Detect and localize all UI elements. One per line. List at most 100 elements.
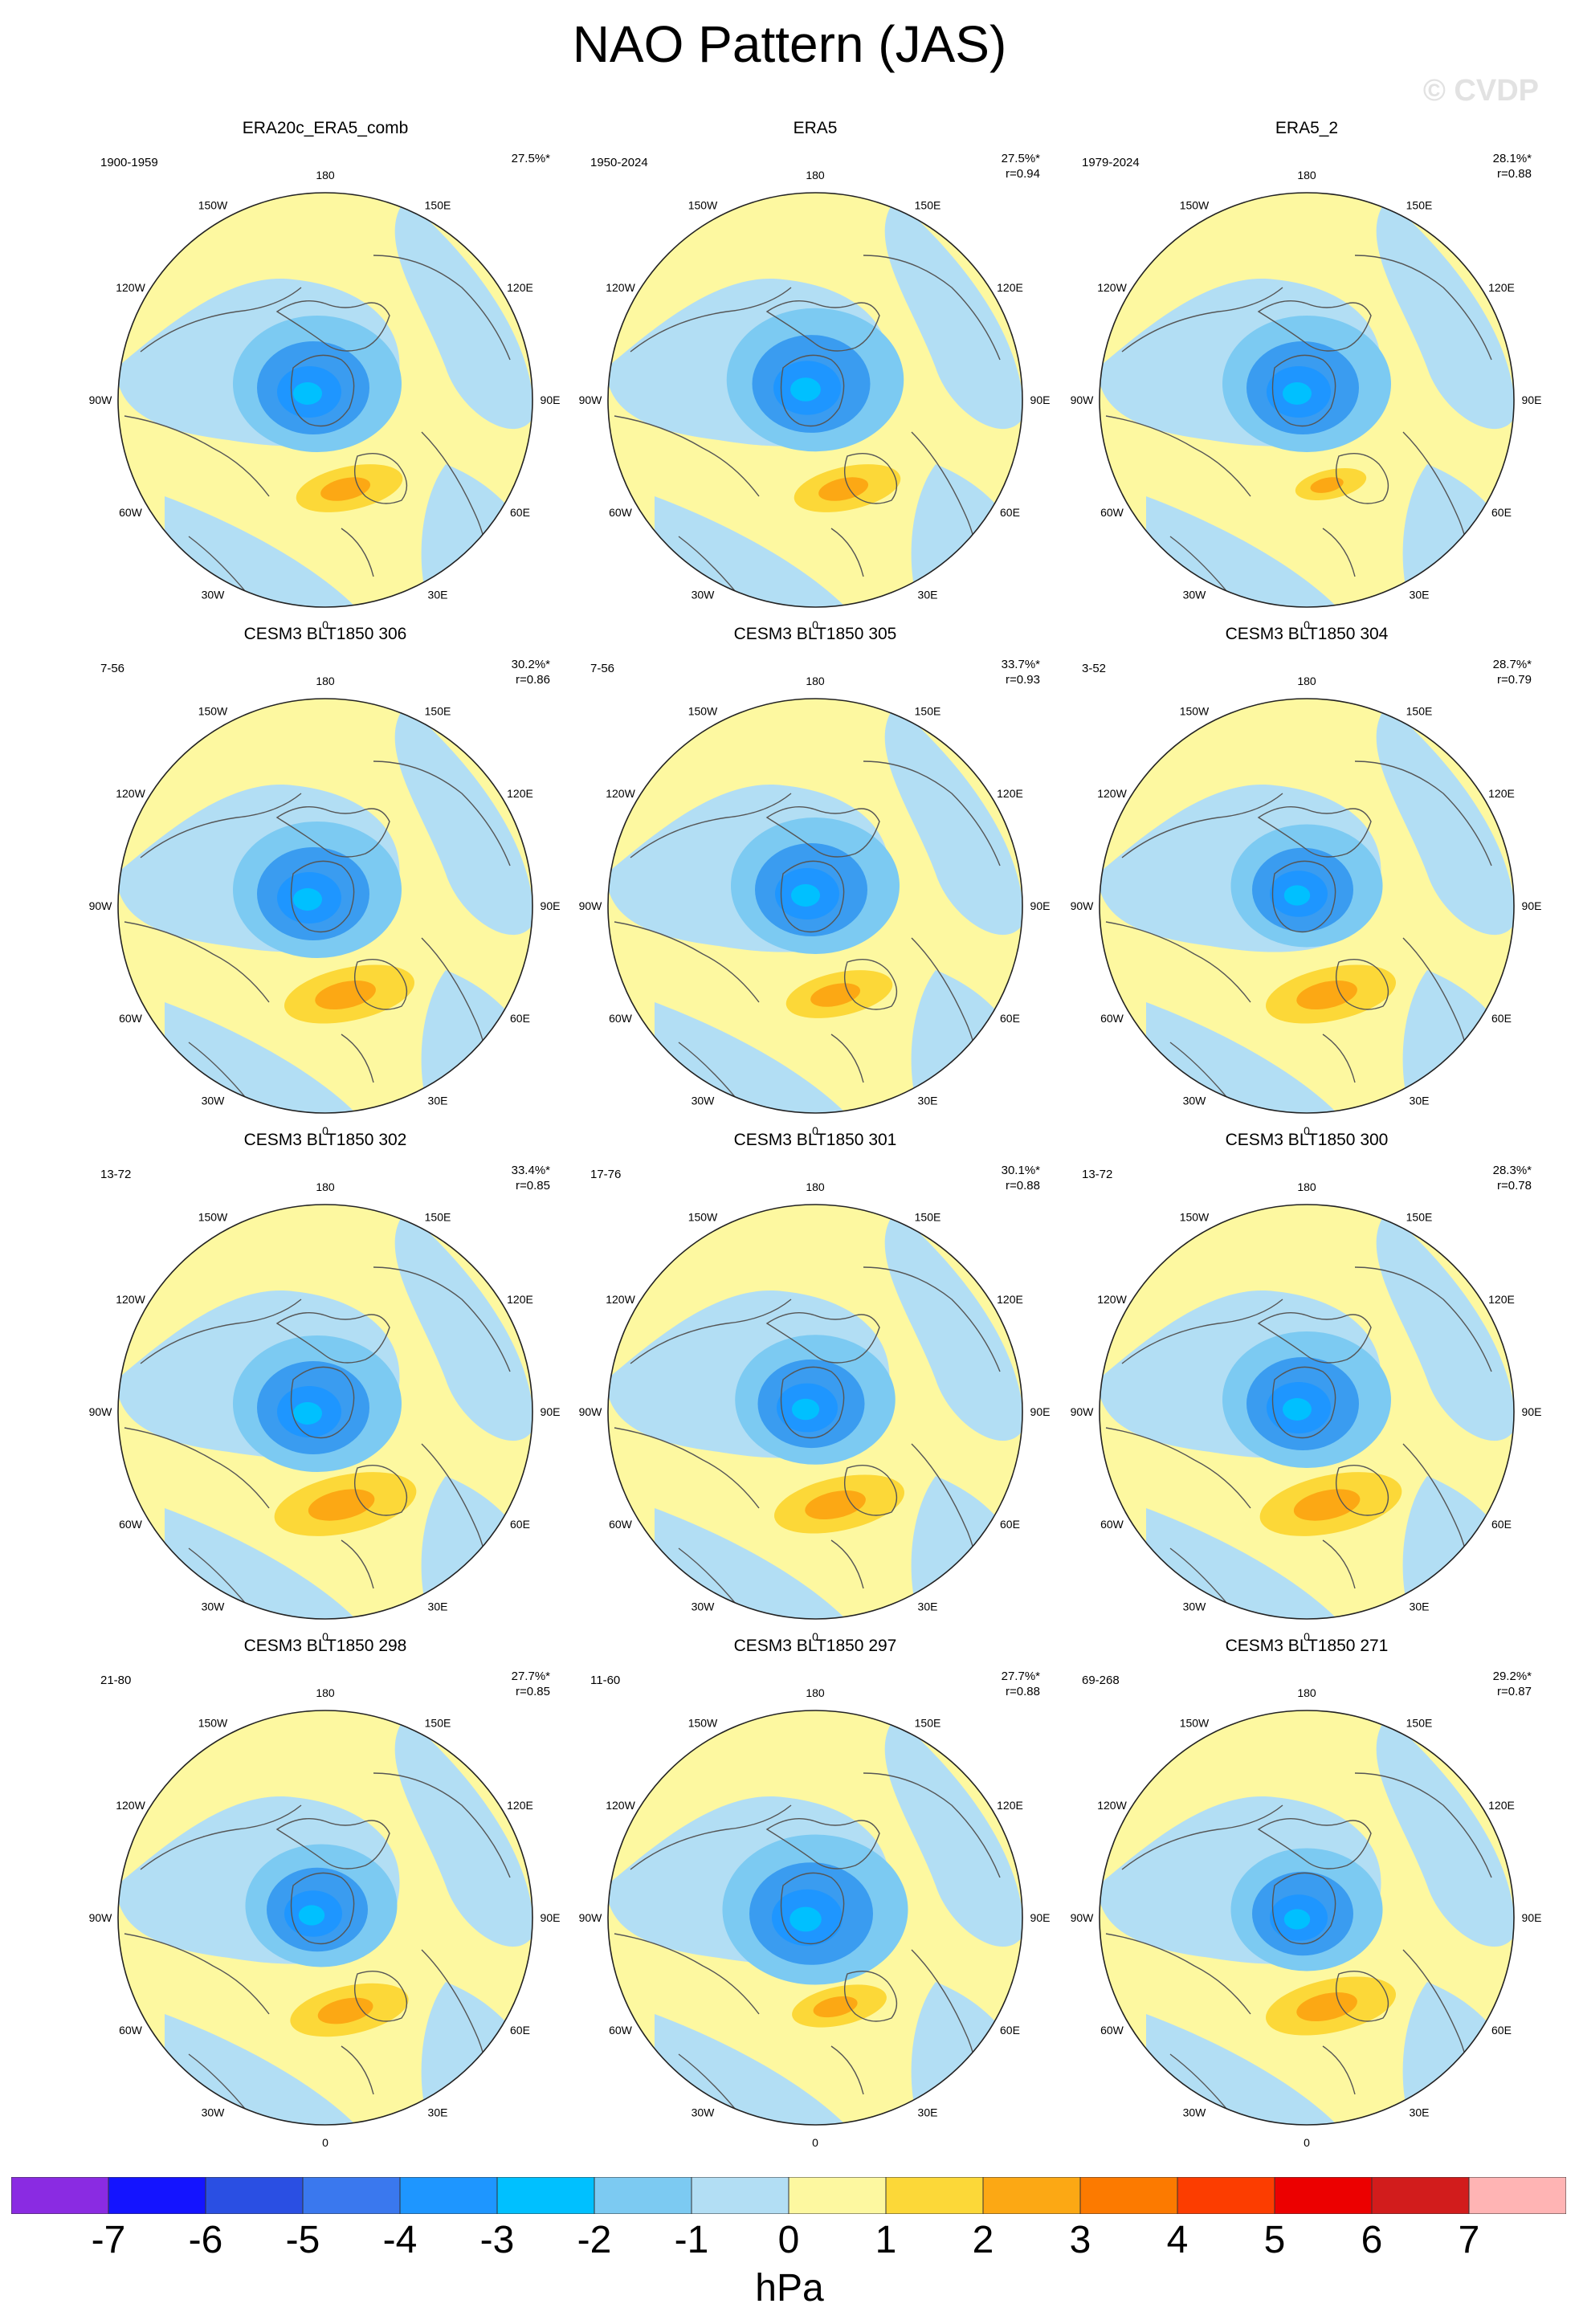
longitude-label: 60W <box>1100 506 1124 519</box>
longitude-label: 120E <box>1488 1799 1515 1812</box>
longitude-label: 90W <box>1071 899 1095 912</box>
panel-stats: 27.5%* <box>512 151 550 166</box>
pattern-correlation: r=0.94 <box>1006 167 1040 181</box>
panel-title: CESM3 BLT1850 298 <box>243 1637 407 1655</box>
longitude-label: 30E <box>918 2106 938 2118</box>
longitude-label: 60E <box>1000 1012 1020 1025</box>
panel-stats: 28.3%* r=0.78 <box>1493 1163 1532 1193</box>
longitude-label: 90E <box>1522 899 1542 912</box>
longitude-label: 90W <box>579 899 603 912</box>
polar-map: 180 150E 120E 90E 60E 30E 0 30W 60W 90W 120W 150W <box>89 169 561 631</box>
longitude-label: 60E <box>1491 2024 1512 2037</box>
colorbar-tick-label: 5 <box>1263 2219 1286 2261</box>
longitude-label: 150E <box>425 199 451 212</box>
colorbar-tick-label: 1 <box>875 2219 897 2261</box>
longitude-label: 0 <box>812 1124 818 1137</box>
map-panel: CESM3 BLT1850 297 11-60 27.7%* r=0.88 180 150… <box>558 1637 1072 2151</box>
longitude-label: 60W <box>609 506 633 519</box>
longitude-label: 30E <box>428 1094 448 1107</box>
panel-period: 1950-2024 <box>590 156 648 169</box>
panel-period: 7-56 <box>100 662 125 675</box>
longitude-label: 60E <box>510 1518 530 1531</box>
panel-stats: 28.1%* r=0.88 <box>1493 151 1532 181</box>
colorbar-swatch <box>496 2177 595 2214</box>
longitude-label: 90E <box>1030 899 1051 912</box>
longitude-label: 30E <box>1410 588 1430 601</box>
longitude-label: 60W <box>119 1518 143 1531</box>
longitude-label: 120E <box>997 1799 1023 1812</box>
panel-period: 13-72 <box>1082 1168 1113 1181</box>
longitude-label: 0 <box>1304 1630 1310 1643</box>
colorbar-tick-label: -1 <box>674 2219 709 2261</box>
panel-title: CESM3 BLT1850 297 <box>733 1637 897 1655</box>
explained-variance: 27.7%* <box>1001 1670 1040 1683</box>
longitude-label: 150W <box>1180 199 1210 212</box>
colorbar-tick-label: 6 <box>1361 2219 1383 2261</box>
longitude-label: 120W <box>116 281 145 294</box>
longitude-label: 90W <box>579 393 603 406</box>
longitude-label: 120W <box>1097 1293 1127 1306</box>
longitude-label: 0 <box>322 2136 328 2149</box>
pattern-correlation: r=0.88 <box>1006 1179 1040 1193</box>
panel-period: 13-72 <box>100 1168 132 1181</box>
polar-map: 180 150E 120E 90E 60E 30E 0 30W 60W 90W 120W 150W <box>1071 169 1542 631</box>
longitude-label: 150W <box>198 705 228 718</box>
panel-period: 1900-1959 <box>100 156 158 169</box>
longitude-label: 90W <box>1071 1405 1095 1418</box>
longitude-label: 120W <box>606 1293 635 1306</box>
panel-title: CESM3 BLT1850 301 <box>733 1131 897 1149</box>
colorbar-swatch <box>594 2177 692 2214</box>
longitude-label: 0 <box>1304 1124 1310 1137</box>
longitude-label: 120E <box>997 1293 1023 1306</box>
longitude-label: 90W <box>1071 393 1095 406</box>
pattern-correlation: r=0.88 <box>1006 1685 1040 1698</box>
longitude-label: 150W <box>198 1717 228 1730</box>
longitude-label: 120W <box>606 787 635 800</box>
longitude-label: 60E <box>510 506 530 519</box>
longitude-label: 120E <box>997 787 1023 800</box>
colorbar-tick-label: -6 <box>188 2219 223 2261</box>
panel-stats: 29.2%* r=0.87 <box>1493 1669 1532 1699</box>
longitude-label: 120W <box>116 787 145 800</box>
panel-stats: 27.7%* r=0.85 <box>512 1669 550 1699</box>
longitude-label: 150W <box>688 1211 718 1224</box>
longitude-label: 120E <box>1488 787 1515 800</box>
pattern-correlation: r=0.86 <box>516 673 550 687</box>
polar-map: 180 150E 120E 90E 60E 30E 0 30W 60W 90W 120W 150W <box>1071 675 1542 1137</box>
panel-stats: 30.1%* r=0.88 <box>1002 1163 1040 1193</box>
colorbar-swatch <box>1177 2177 1275 2214</box>
longitude-label: 150E <box>915 199 941 212</box>
longitude-label: 150W <box>198 199 228 212</box>
explained-variance: 27.7%* <box>511 1670 550 1683</box>
panel-title: ERA20c_ERA5_comb <box>242 119 409 137</box>
colorbar-swatch <box>302 2177 401 2214</box>
panel-title: CESM3 BLT1850 304 <box>1225 625 1389 643</box>
longitude-label: 120W <box>606 1799 635 1812</box>
longitude-label: 30E <box>918 588 938 601</box>
colorbar-tick-label: 7 <box>1458 2219 1480 2261</box>
longitude-label: 30W <box>1183 2106 1207 2118</box>
colorbar-swatch <box>1371 2177 1470 2214</box>
longitude-label: 120W <box>1097 787 1127 800</box>
longitude-label: 60E <box>510 1012 530 1025</box>
longitude-label: 90W <box>579 1405 603 1418</box>
longitude-label: 180 <box>1297 675 1316 687</box>
longitude-label: 150W <box>1180 705 1210 718</box>
longitude-label: 30W <box>202 1600 226 1613</box>
longitude-label: 150E <box>425 1717 451 1730</box>
longitude-label: 90W <box>89 899 113 912</box>
colorbar-swatch <box>1468 2177 1566 2214</box>
panel-period: 1979-2024 <box>1082 156 1140 169</box>
panel-stats: 27.7%* r=0.88 <box>1002 1669 1040 1699</box>
longitude-label: 180 <box>806 1686 825 1699</box>
longitude-label: 30E <box>918 1600 938 1613</box>
longitude-label: 0 <box>1304 2136 1310 2149</box>
longitude-label: 180 <box>316 169 335 181</box>
panel-period: 17-76 <box>590 1168 622 1181</box>
longitude-label: 150E <box>425 1211 451 1224</box>
longitude-label: 120W <box>606 281 635 294</box>
map-panel: CESM3 BLT1850 298 21-80 27.7%* r=0.85 180 150… <box>68 1637 582 2151</box>
pattern-correlation: r=0.88 <box>1497 167 1532 181</box>
longitude-label: 150E <box>1406 199 1433 212</box>
longitude-label: 60W <box>119 2024 143 2037</box>
